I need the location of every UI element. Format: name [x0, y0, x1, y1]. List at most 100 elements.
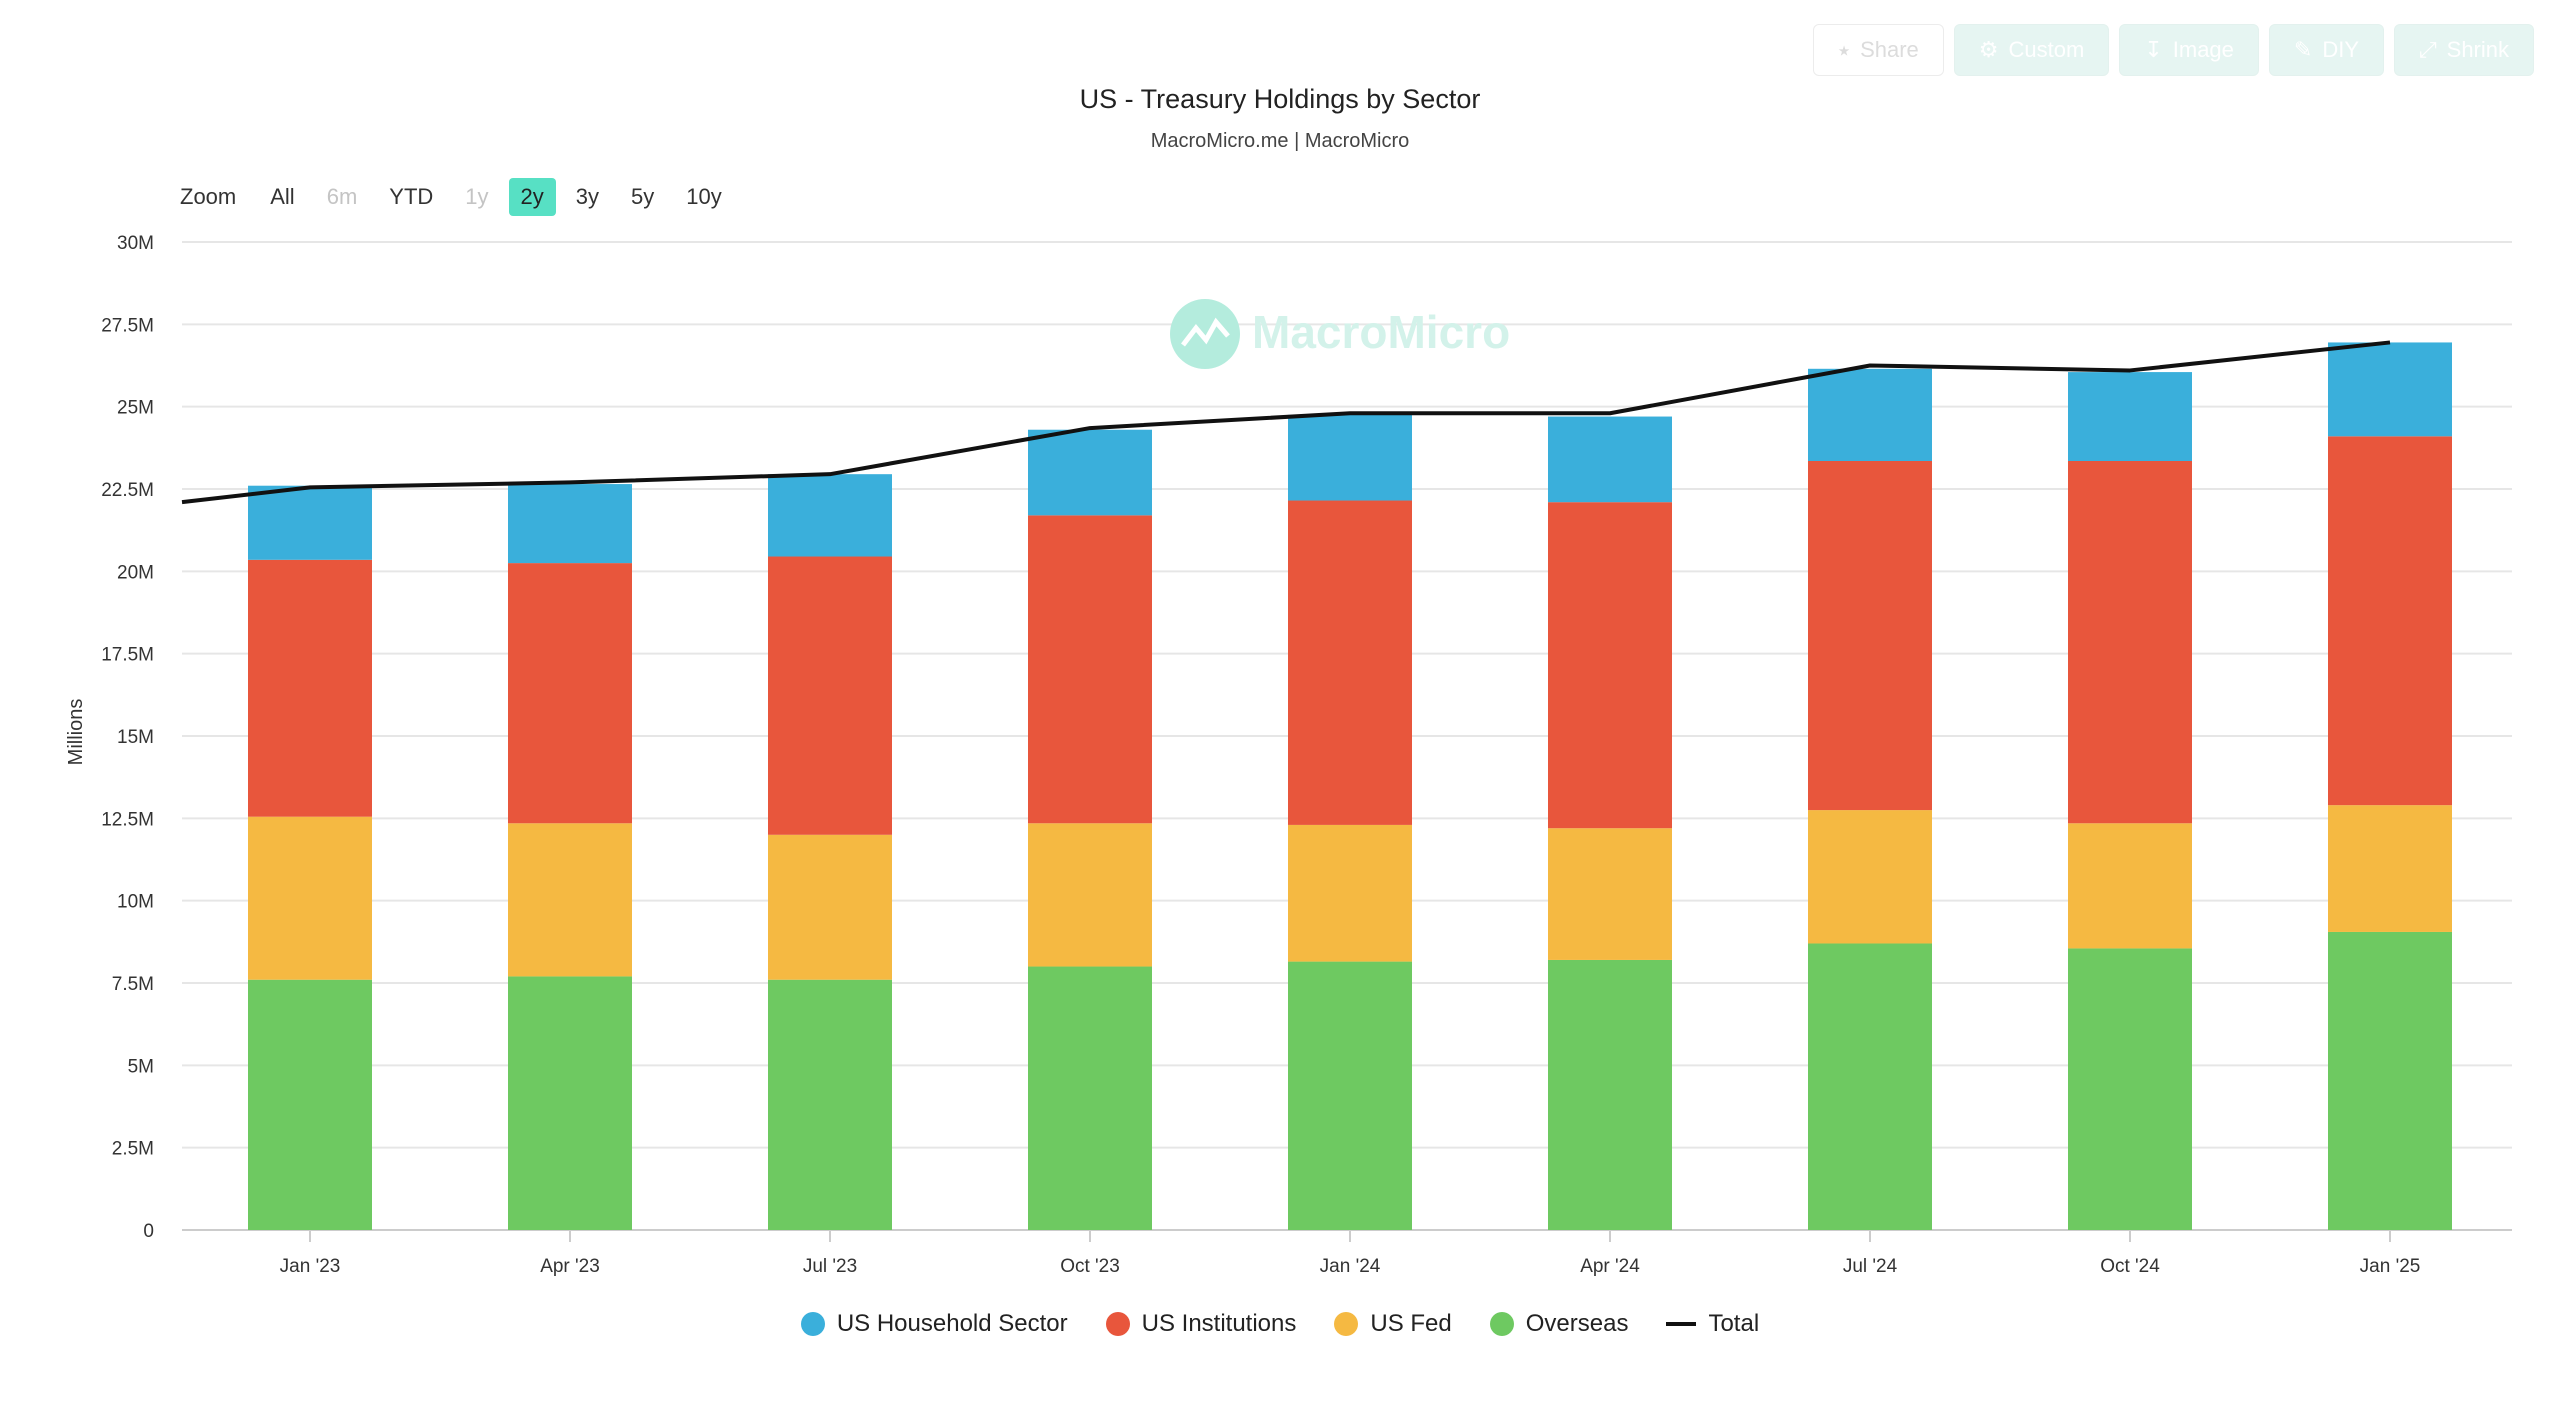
x-tick-label: Jan '24: [1320, 1256, 1381, 1277]
chart-toolbar: ⭑ Share ⚙ Custom ↧ Image ✎ DIY ⤢ Shrink: [1813, 24, 2534, 76]
custom-button-label: Custom: [2008, 37, 2085, 62]
y-tick-label: 17.5M: [101, 645, 154, 666]
legend-item-total[interactable]: Total: [1666, 1310, 1759, 1338]
zoom-label: Zoom: [180, 184, 237, 209]
bar-overseas[interactable]: [768, 979, 892, 1230]
bar-household[interactable]: [1288, 414, 1412, 501]
y-tick-label: 27.5M: [101, 315, 154, 336]
bar-overseas[interactable]: [1548, 959, 1672, 1230]
legend-fed-swatch: [1334, 1312, 1359, 1336]
legend-item-institutions[interactable]: US Institutions: [1105, 1310, 1297, 1338]
bar-institutions[interactable]: [768, 556, 892, 835]
bar-household[interactable]: [508, 484, 632, 564]
bar-fed[interactable]: [1028, 823, 1152, 967]
bar-overseas[interactable]: [1028, 966, 1152, 1230]
chart-subtitle: MacroMicro.me | MacroMicro: [1150, 130, 1410, 152]
chart-title: US - Treasury Holdings by Sector: [1079, 84, 1481, 114]
zoom-10y-button[interactable]: 10y: [686, 184, 722, 209]
zoom-5y-button[interactable]: 5y: [631, 184, 655, 209]
legend-item-fed[interactable]: US Fed: [1334, 1310, 1452, 1338]
legend-institutions-swatch: [1105, 1312, 1130, 1336]
y-tick-label: 25M: [117, 398, 154, 419]
diy-button-label: DIY: [2322, 37, 2360, 62]
custom-button[interactable]: ⚙ Custom: [1953, 24, 2110, 76]
bar-household[interactable]: [1028, 429, 1152, 516]
bar-household[interactable]: [768, 474, 892, 557]
shrink-icon: ⤢: [2419, 37, 2437, 62]
bar-institutions[interactable]: [2068, 461, 2192, 824]
shrink-button-label: Shrink: [2446, 37, 2509, 62]
watermark-logo-icon: [1170, 299, 1240, 369]
bar-fed[interactable]: [1548, 828, 1672, 960]
watermark: MacroMicro: [1170, 299, 1510, 369]
legend-item-household[interactable]: US Household Sector: [800, 1310, 1068, 1338]
legend-total-swatch: [1666, 1322, 1697, 1326]
zoom-1y-button[interactable]: 1y: [465, 184, 489, 209]
bar-institutions[interactable]: [248, 559, 372, 817]
legend-overseas-swatch: [1489, 1312, 1514, 1336]
bar-institutions[interactable]: [508, 563, 632, 824]
x-tick-label: Oct '24: [2100, 1256, 2160, 1277]
share-button[interactable]: ⭑ Share: [1813, 24, 1944, 76]
legend-institutions-label: US Institutions: [1141, 1310, 1297, 1337]
bar-overseas[interactable]: [2328, 931, 2452, 1230]
bar-institutions[interactable]: [1028, 515, 1152, 824]
y-tick-label: 15M: [117, 727, 154, 748]
bar-fed[interactable]: [2328, 805, 2452, 932]
bar-institutions[interactable]: [1548, 502, 1672, 829]
gear-icon: ⚙: [1978, 37, 1999, 62]
y-tick-label: 30M: [117, 233, 154, 254]
y-tick-label: 12.5M: [101, 809, 154, 830]
y-tick-label: 0: [143, 1221, 154, 1242]
x-tick-label: Jul '24: [1843, 1256, 1898, 1277]
legend-overseas-label: Overseas: [1525, 1310, 1629, 1337]
x-tick-label: Jul '23: [803, 1256, 857, 1277]
y-tick-label: 2.5M: [112, 1139, 154, 1160]
zoom-2y-button[interactable]: 2y: [508, 178, 556, 216]
y-tick-label: 10M: [117, 892, 154, 913]
y-tick-label: 5M: [128, 1056, 154, 1077]
bar-overseas[interactable]: [1288, 961, 1412, 1230]
bar-household[interactable]: [1808, 368, 1932, 462]
legend-household-label: US Household Sector: [836, 1310, 1068, 1337]
bar-fed[interactable]: [248, 816, 372, 980]
bar-household[interactable]: [1548, 416, 1672, 503]
shrink-button[interactable]: ⤢ Shrink: [2394, 24, 2534, 76]
image-button-label: Image: [2172, 37, 2234, 62]
x-tick-label: Jan '23: [280, 1256, 341, 1277]
bar-fed[interactable]: [1288, 824, 1412, 962]
bar-fed[interactable]: [1808, 810, 1932, 944]
y-tick-label: 20M: [117, 562, 154, 583]
zoom-3y-button[interactable]: 3y: [575, 184, 600, 209]
bar-institutions[interactable]: [1288, 500, 1412, 825]
bar-overseas[interactable]: [2068, 948, 2192, 1230]
pencil-icon: ✎: [2293, 37, 2313, 62]
total-line-path[interactable]: [181, 340, 2391, 505]
legend-item-overseas[interactable]: Overseas: [1489, 1310, 1629, 1338]
bar-overseas[interactable]: [1808, 943, 1932, 1230]
bar-household[interactable]: [2068, 372, 2192, 462]
bar-fed[interactable]: [768, 834, 892, 980]
zoom-all-button[interactable]: All: [270, 184, 295, 209]
bar-overseas[interactable]: [508, 976, 632, 1230]
legend-fed-label: US Fed: [1370, 1310, 1452, 1337]
diy-button[interactable]: ✎ DIY: [2268, 24, 2385, 76]
bar-household[interactable]: [248, 485, 372, 560]
zoom-ytd-button[interactable]: YTD: [389, 184, 434, 209]
x-tick-label: Jan '25: [2360, 1256, 2421, 1277]
image-button[interactable]: ↧ Image: [2119, 24, 2259, 76]
bar-fed[interactable]: [508, 823, 632, 977]
y-axis: 0 2.5M 5M 7.5M 10M 12.5M 15M 17.5M 20M 22.5M 25M 27…: [101, 233, 154, 1242]
bar-overseas[interactable]: [248, 979, 372, 1230]
bar-institutions[interactable]: [1808, 461, 1932, 811]
bar-institutions[interactable]: [2328, 436, 2452, 806]
share-icon: ⭑: [1838, 37, 1851, 62]
total-line: [181, 340, 2391, 505]
x-tick-label: Apr '23: [540, 1256, 600, 1277]
zoom-6m-button[interactable]: 6m: [326, 184, 358, 209]
zoom-selector: Zoom All 6m YTD 1y 2y 3y 5y 10y: [180, 178, 742, 216]
bar-fed[interactable]: [2068, 823, 2192, 949]
legend-total-label: Total: [1708, 1310, 1760, 1337]
bar-household[interactable]: [2328, 342, 2452, 437]
